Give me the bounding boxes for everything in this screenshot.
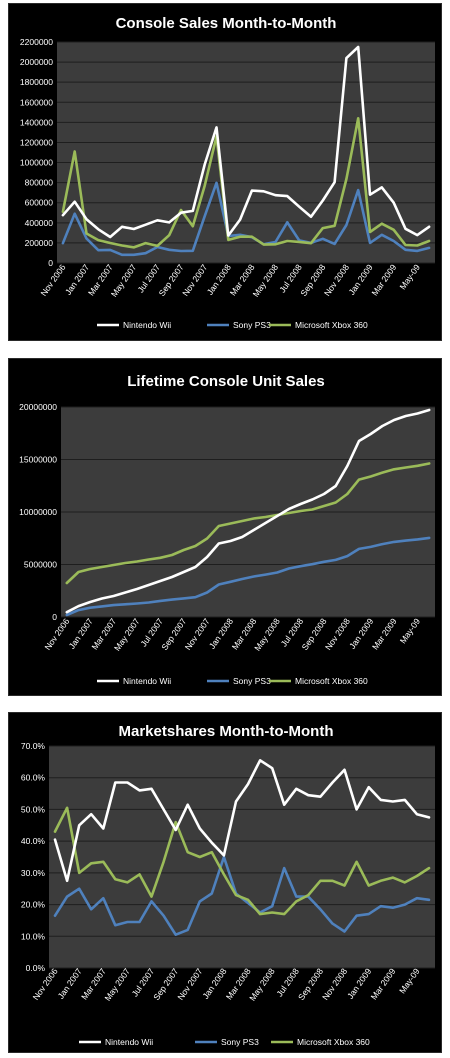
lifetime-sales-chart-svg: Lifetime Console Unit Sales 0 5000000 10000… [19, 373, 435, 686]
y-tick-label: 800000 [25, 178, 54, 188]
legend-label: Microsoft Xbox 360 [295, 320, 368, 330]
y-tick-label: 1600000 [20, 97, 53, 107]
y-tick-label: 200000 [25, 238, 54, 248]
y-tick-label: 40.0% [21, 836, 46, 846]
y-tick-label: 10.0% [21, 931, 46, 941]
series-line-microsoft-xbox-360 [53, 806, 431, 916]
legend-label: Nintendo Wii [123, 320, 171, 330]
lifetime-sales-chart: Lifetime Console Unit Sales 0 5000000 10000… [8, 358, 442, 696]
series-line-nintendo-wii [53, 758, 431, 883]
chart-title: Lifetime Console Unit Sales [127, 373, 325, 390]
plot-area [57, 42, 435, 263]
y-tick-label: 15000000 [19, 455, 57, 465]
series-line-microsoft-xbox-360 [65, 462, 431, 585]
series-line-microsoft-xbox-360 [61, 117, 431, 249]
marketshare-chart-svg: Marketshares Month-to-Month 0.0% 10.0% 20.0… [21, 723, 435, 1047]
chart-title: Marketshares Month-to-Month [119, 723, 334, 740]
y-tick-label: 1400000 [20, 117, 53, 127]
legend-label: Nintendo Wii [123, 676, 171, 686]
console-sales-chart: Console Sales Month-to-Month 0 200000 40000… [8, 3, 442, 341]
y-tick-label: 50.0% [21, 804, 46, 814]
y-tick-label: 400000 [25, 218, 54, 228]
x-tick-label: May-09 [397, 966, 422, 995]
y-tick-label: 2200000 [20, 37, 53, 47]
y-tick-label: 0.0% [26, 963, 46, 973]
y-tick-label: 600000 [25, 198, 54, 208]
y-tick-label: 0 [48, 258, 53, 268]
x-tick-label: Mar 2009 [369, 262, 398, 297]
series-line-nintendo-wii [61, 45, 431, 239]
series-line-nintendo-wii [65, 408, 431, 614]
y-tick-label: 20000000 [19, 402, 57, 412]
x-tick-label: May-09 [398, 616, 423, 645]
y-tick-label: 70.0% [21, 741, 46, 751]
y-tick-label: 1800000 [20, 77, 53, 87]
legend-label: Nintendo Wii [105, 1037, 153, 1047]
y-tick-label: 2000000 [20, 57, 53, 67]
y-tick-label: 5000000 [24, 560, 57, 570]
x-tick-label: Nov 2006 [38, 262, 67, 298]
console-sales-chart-svg: Console Sales Month-to-Month 0 200000 40000… [20, 15, 435, 330]
legend-label: Sony PS3 [233, 320, 271, 330]
y-tick-label: 1200000 [20, 137, 53, 147]
x-tick-label: Nov 2007 [175, 966, 204, 1002]
chart-title: Console Sales Month-to-Month [116, 15, 337, 32]
legend-label: Sony PS3 [221, 1037, 259, 1047]
plot-area [49, 746, 435, 968]
y-tick-label: 10000000 [19, 507, 57, 517]
legend-label: Microsoft Xbox 360 [297, 1037, 370, 1047]
y-tick-label: 20.0% [21, 900, 46, 910]
x-tick-label: Nov 2008 [320, 966, 349, 1002]
x-tick-label: Mar 2009 [369, 966, 398, 1001]
y-tick-label: 0 [52, 612, 57, 622]
legend-label: Microsoft Xbox 360 [295, 676, 368, 686]
legend-label: Sony PS3 [233, 676, 271, 686]
y-tick-label: 60.0% [21, 773, 46, 783]
marketshare-chart: Marketshares Month-to-Month 0.0% 10.0% 20.0… [8, 712, 442, 1053]
series-line-sony-ps3 [65, 536, 431, 617]
x-tick-label: May-09 [397, 262, 422, 291]
y-tick-label: 1000000 [20, 158, 53, 168]
y-tick-label: 30.0% [21, 868, 46, 878]
